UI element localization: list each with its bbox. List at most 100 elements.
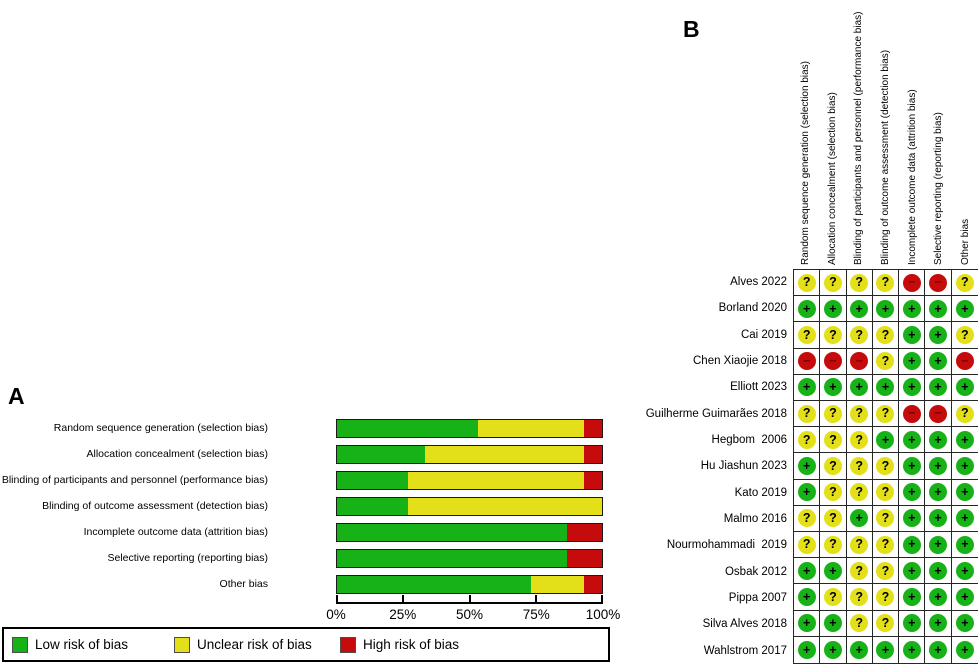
bar-segment-low [337, 524, 567, 541]
study-label: Pippa 2007 [728, 591, 787, 604]
risk-dot-high: − [929, 273, 948, 292]
risk-dot-low: + [823, 299, 842, 318]
risk-cell: − [925, 401, 952, 428]
legend-label: High risk of bias [363, 637, 460, 652]
risk-dot-unclear: ? [850, 404, 869, 423]
risk-dot-unclear: ? [823, 404, 842, 423]
risk-dot-low: + [955, 640, 974, 659]
risk-dot-high: − [955, 352, 974, 371]
bias-column-header: Selective reporting (reporting bias) [933, 112, 945, 265]
category-label: Incomplete outcome data (attrition bias) [83, 526, 268, 538]
risk-dot-unclear: ? [876, 509, 895, 528]
risk-cell: + [925, 558, 952, 585]
risk-dot-low: + [876, 640, 895, 659]
stacked-bar [336, 523, 603, 542]
study-label: Alves 2022 [730, 276, 787, 288]
risk-cell: + [794, 479, 821, 506]
risk-cell: + [951, 532, 978, 559]
risk-cell: ? [846, 322, 873, 349]
bar-segment-low [337, 498, 408, 515]
legend-item-high: High risk of bias [340, 629, 459, 660]
bias-column-header: Random sequence generation (selection bi… [800, 60, 812, 265]
risk-cell: + [846, 374, 873, 401]
risk-cell: ? [794, 505, 821, 532]
risk-dot-unclear: ? [876, 561, 895, 580]
risk-cell: + [820, 374, 847, 401]
axis-tick-label: 100% [585, 607, 621, 622]
axis-tick-label: 75% [522, 607, 550, 622]
risk-cell: + [794, 636, 821, 663]
risk-dot-low: + [955, 456, 974, 475]
risk-dot-unclear: ? [876, 325, 895, 344]
risk-dot-low: + [902, 614, 921, 633]
risk-cell: + [925, 610, 952, 637]
risk-cell: ? [846, 270, 873, 297]
risk-dot-unclear: ? [955, 273, 974, 292]
risk-dot-low: + [850, 509, 869, 528]
risk-cell: + [951, 453, 978, 480]
risk-cell: + [925, 453, 952, 480]
risk-cell: ? [846, 453, 873, 480]
risk-dot-unclear: ? [850, 587, 869, 606]
risk-cell: + [846, 636, 873, 663]
risk-dot-unclear: ? [797, 535, 816, 554]
risk-dot-unclear: ? [823, 587, 842, 606]
risk-cell: + [899, 322, 926, 349]
risk-dot-low: + [876, 430, 895, 449]
risk-cell: ? [872, 401, 900, 428]
risk-cell: + [899, 453, 926, 480]
bar-segment-high [584, 446, 602, 463]
legend-label: Unclear risk of bias [197, 637, 312, 652]
risk-cell: + [794, 374, 821, 401]
risk-dot-low: + [955, 509, 974, 528]
legend-item-low: Low risk of bias [12, 629, 128, 660]
risk-dot-unclear: ? [823, 483, 842, 502]
risk-cell: ? [872, 532, 900, 559]
category-label: Selective reporting (reporting bias) [107, 552, 269, 564]
study-label: Cai 2019 [740, 328, 787, 341]
risk-dot-unclear: ? [797, 404, 816, 423]
axis-tick [534, 595, 537, 603]
risk-cell: + [899, 479, 926, 506]
risk-dot-low: + [876, 299, 895, 318]
risk-dot-unclear: ? [876, 352, 895, 371]
category-label: Other bias [219, 578, 268, 590]
risk-summary-table: ???? − −? + + + + + + +???? + +? − − −? + + − + + + + + + +???? −… [793, 269, 978, 664]
bar-segment-high [584, 420, 602, 437]
risk-cell: ? [846, 610, 873, 637]
risk-cell: ? [846, 479, 873, 506]
bar-segment-high [566, 524, 602, 541]
legend-label: Low risk of bias [35, 637, 129, 652]
risk-dot-low: + [797, 299, 816, 318]
risk-cell: ? [794, 270, 821, 297]
risk-cell: ? [846, 584, 873, 611]
risk-dot-unclear: ? [850, 273, 869, 292]
bar-segment-high [584, 472, 602, 489]
study-label: Malmo 2016 [723, 512, 787, 525]
risk-dot-unclear: ? [823, 273, 842, 292]
risk-dot-unclear: ? [850, 483, 869, 502]
risk-dot-unclear: ? [850, 614, 869, 633]
risk-dot-low: + [902, 561, 921, 580]
risk-cell: + [951, 296, 978, 323]
risk-cell: − [899, 270, 926, 297]
risk-cell: ? [846, 401, 873, 428]
stacked-bar [336, 445, 603, 464]
risk-cell: + [925, 348, 952, 375]
risk-dot-low: + [797, 378, 816, 397]
risk-dot-low: + [823, 614, 842, 633]
risk-cell: + [899, 558, 926, 585]
risk-cell: ? [846, 427, 873, 454]
risk-dot-unclear: ? [850, 535, 869, 554]
risk-cell: − [951, 348, 978, 375]
risk-dot-low: + [902, 640, 921, 659]
study-label: Hegbom 2006 [711, 433, 787, 446]
risk-cell: + [846, 505, 873, 532]
risk-dot-low: + [902, 299, 921, 318]
risk-dot-low: + [823, 640, 842, 659]
category-label: Blinding of outcome assessment (detectio… [42, 500, 268, 512]
risk-dot-low: + [929, 352, 948, 371]
risk-cell: + [925, 322, 952, 349]
risk-cell: + [820, 636, 847, 663]
